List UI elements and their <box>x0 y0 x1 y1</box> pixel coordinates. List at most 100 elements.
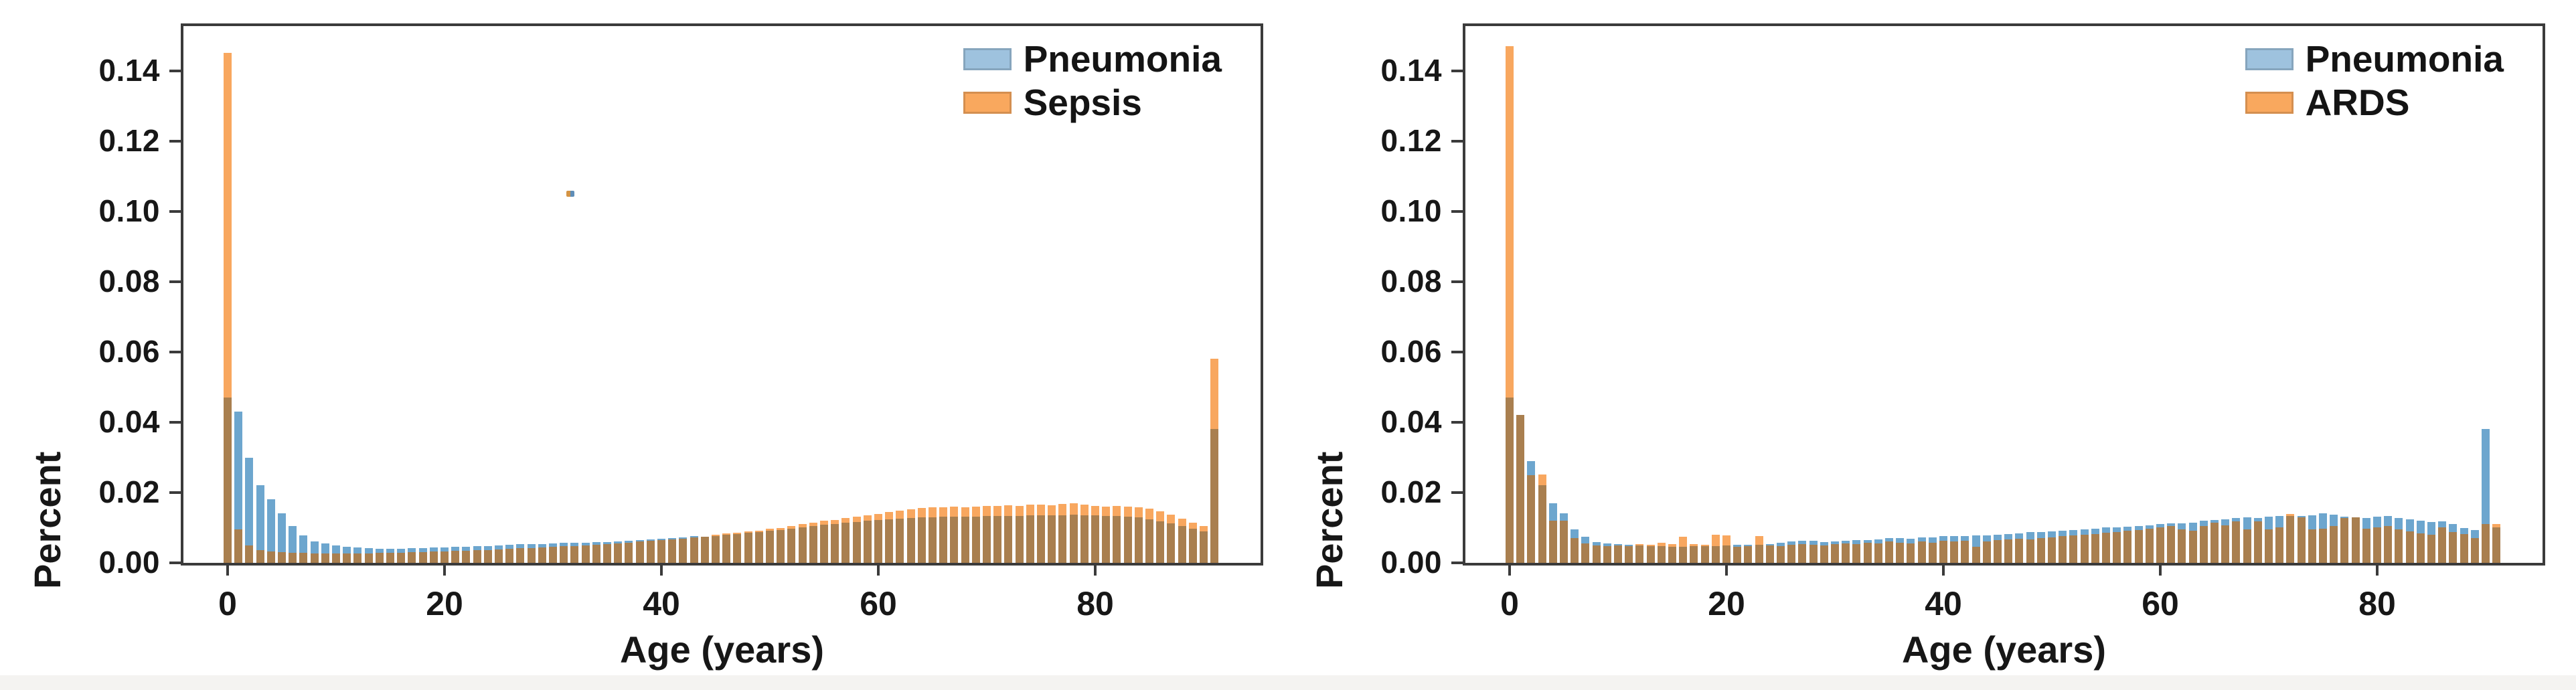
histogram-bar <box>1842 541 1850 543</box>
histogram-bar <box>2243 517 2251 529</box>
histogram-bar <box>289 553 297 563</box>
histogram-bar <box>2297 516 2306 517</box>
histogram-bar <box>2405 531 2414 563</box>
histogram-bar <box>1200 526 1208 531</box>
histogram-bar <box>1668 544 1676 547</box>
histogram-bar <box>712 536 720 563</box>
y-tick-label: 0.14 <box>1380 53 1442 88</box>
histogram-bar <box>929 507 937 517</box>
histogram-bar <box>1700 545 1709 546</box>
y-tick-label: 0.10 <box>98 193 160 228</box>
x-tick-label: 0 <box>218 585 237 622</box>
histogram-bar <box>429 551 438 563</box>
histogram-bar <box>2275 527 2284 563</box>
histogram-bar <box>1961 541 1969 563</box>
histogram-bar <box>245 545 254 563</box>
y-tick-label: 0.02 <box>1380 475 1442 509</box>
y-tick-label: 0.06 <box>1380 334 1442 369</box>
histogram-bar <box>2482 524 2490 563</box>
histogram-bar <box>1961 536 1969 541</box>
histogram-bar <box>2036 532 2045 538</box>
histogram-bar <box>1145 519 1153 563</box>
y-tick-label: 0.02 <box>98 475 160 509</box>
histogram-bar <box>1917 537 1926 541</box>
histogram-bar <box>668 538 677 539</box>
histogram-bar <box>917 517 926 563</box>
histogram-bar <box>483 546 492 550</box>
histogram-bar <box>831 524 839 563</box>
histogram-bar <box>224 53 232 398</box>
histogram-bar <box>1885 541 1893 563</box>
histogram-bar <box>874 514 882 520</box>
y-tick-mark <box>169 70 181 72</box>
histogram-bar <box>2188 531 2197 563</box>
histogram-bar <box>1080 505 1089 515</box>
histogram-bar <box>961 517 969 563</box>
histogram-bar <box>2362 518 2370 529</box>
histogram-bar <box>950 517 959 563</box>
histogram-bar <box>1167 523 1176 563</box>
histogram-bar <box>527 548 536 563</box>
y-tick-mark <box>1451 491 1463 494</box>
histogram-bar <box>1058 504 1067 515</box>
histogram-bar <box>527 544 536 548</box>
histogram-bar <box>1820 545 1828 563</box>
histogram-bar <box>2026 539 2034 563</box>
histogram-bar <box>1210 429 1219 563</box>
x-tick-label: 20 <box>426 585 463 622</box>
plot-area: Pneumonia Sepsis <box>181 23 1263 566</box>
histogram-bar <box>2004 539 2013 563</box>
histogram-bar <box>657 540 665 563</box>
histogram-bar <box>1113 506 1121 516</box>
x-tick-mark <box>1508 566 1511 576</box>
histogram-bar <box>2297 517 2306 563</box>
histogram-bar <box>2243 529 2251 563</box>
histogram-bar <box>266 551 275 563</box>
histogram-bar <box>2470 530 2479 538</box>
histogram-bar <box>1548 521 1557 563</box>
histogram-bar <box>766 531 774 563</box>
histogram-bar <box>440 551 449 563</box>
histogram-bar <box>592 542 600 545</box>
histogram-bar <box>2048 531 2056 537</box>
histogram-bar <box>2330 515 2338 526</box>
histogram-bar <box>1679 537 1688 547</box>
histogram-bar <box>1581 537 1590 543</box>
histogram-bar <box>1917 541 1926 563</box>
histogram-bar <box>1950 536 1959 541</box>
histogram-bar <box>1744 545 1753 546</box>
histogram-bar <box>1603 543 1611 546</box>
y-tick-mark <box>169 210 181 213</box>
histogram-bar <box>2221 525 2230 563</box>
histogram-bar <box>961 507 969 517</box>
histogram-bar <box>2438 521 2447 527</box>
histogram-bar <box>2286 514 2295 516</box>
histogram-bar <box>1200 531 1208 563</box>
histogram-bar <box>1994 540 2002 563</box>
x-tick-mark <box>443 566 446 576</box>
histogram-bar <box>1809 545 1818 563</box>
histogram-bar <box>1722 535 1730 545</box>
histogram-bar <box>625 541 633 543</box>
x-tick-label: 40 <box>1925 585 1962 622</box>
histogram-bar <box>1123 517 1132 563</box>
x-tick-label: 80 <box>2358 585 2396 622</box>
x-tick-mark <box>877 566 880 576</box>
y-tick-mark <box>1451 562 1463 564</box>
histogram-bar <box>266 499 275 551</box>
histogram-bar <box>1026 515 1034 563</box>
histogram-bar <box>2470 538 2479 563</box>
histogram-bar <box>364 553 373 563</box>
histogram-bar <box>483 550 492 563</box>
legend-swatch-icon <box>2245 92 2293 114</box>
histogram-bar <box>343 553 351 563</box>
histogram-bar <box>841 523 850 563</box>
histogram-bar <box>2319 513 2327 529</box>
histogram-bar <box>1506 46 1514 398</box>
histogram-bar <box>2373 517 2381 527</box>
histogram-bar <box>1625 545 1633 546</box>
histogram-bar <box>2134 530 2143 563</box>
histogram-bar <box>570 546 579 563</box>
histogram-bar <box>397 549 406 553</box>
histogram-bar <box>581 543 590 545</box>
